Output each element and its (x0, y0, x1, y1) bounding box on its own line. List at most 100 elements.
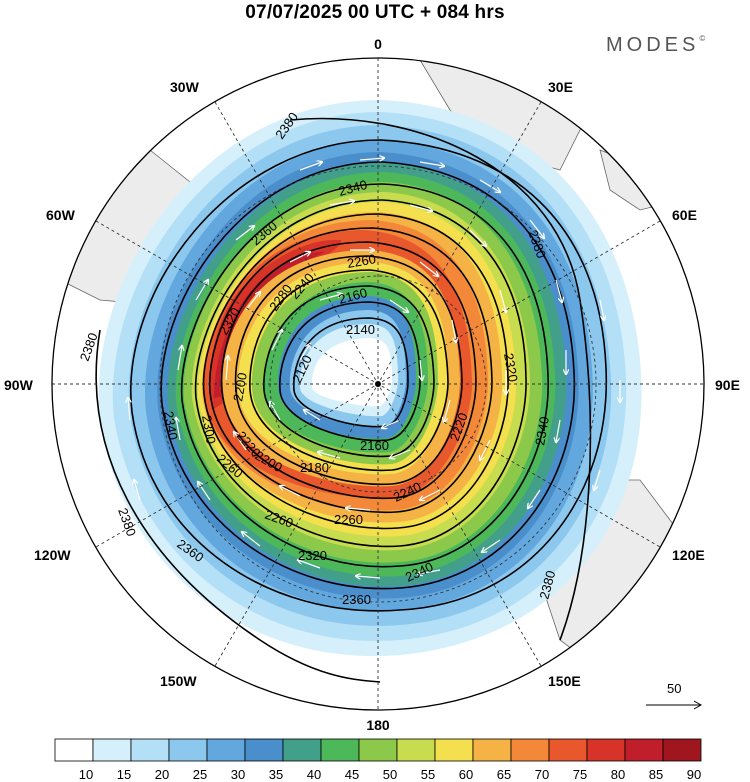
longitude-label-group: 0 30E 60E 90E 120E 150E 180 150W 120W 90… (4, 36, 740, 730)
wind-arrow (599, 299, 604, 320)
wind-arrow (226, 356, 228, 381)
contour-label: 2340 (161, 410, 181, 441)
colorbar-tick-label: 10 (79, 767, 93, 782)
contour-2360 (130, 139, 608, 612)
colorbar-tick-label: 40 (307, 767, 321, 782)
wind-arrow (451, 319, 456, 342)
wind-arrow (359, 158, 384, 160)
contour-2260 (208, 227, 493, 514)
colorbar-tick-label: 15 (117, 767, 131, 782)
wind-arrow (356, 576, 381, 578)
colorbar-swatch (320, 738, 360, 762)
wind-arrow (319, 294, 342, 301)
colorbar-swatches (54, 738, 702, 762)
lon-label-150e: 150E (548, 673, 581, 689)
wind-arrow (594, 469, 601, 490)
wind-arrow (299, 344, 310, 361)
wind-arrow (176, 418, 181, 441)
reference-vector-arrowhead (693, 700, 703, 710)
wind-arrow (480, 439, 491, 460)
colorbar-swatch (92, 738, 132, 762)
contour-2180 (263, 285, 435, 458)
colorbar-swatch (358, 738, 398, 762)
contour-label: 2160 (360, 438, 389, 453)
colorbar-swatch (662, 738, 702, 762)
wind-arrow (390, 449, 411, 458)
wind-arrow (469, 229, 486, 246)
lon-label-0: 0 (374, 36, 382, 52)
colorbar-tick-label: 45 (345, 767, 359, 782)
colorbar-swatch (168, 738, 208, 762)
wind-arrow (271, 330, 282, 351)
colorbar-swatch (130, 738, 170, 762)
colorbar-swatch (396, 738, 436, 762)
wind-arrow (346, 508, 371, 510)
wind-arrow (499, 289, 506, 312)
contour-label: 2340 (337, 177, 369, 199)
wind-arrow (556, 419, 561, 442)
contour-2160 (279, 301, 421, 442)
wind-arrow (318, 452, 341, 459)
reference-vector-label: 50 (667, 681, 681, 696)
lon-label-60w: 60W (46, 207, 76, 223)
contour-2240 (220, 241, 477, 500)
lon-label-150w: 150W (160, 673, 197, 689)
contour-label: 2320 (298, 548, 327, 563)
colorbar-tick-label: 65 (497, 767, 511, 782)
wind-arrow (134, 480, 141, 501)
wind-arrow (177, 346, 182, 371)
contour-label: 2360 (342, 592, 371, 607)
south-pole-marker (375, 381, 381, 387)
colorbar-tick-label: 90 (687, 767, 701, 782)
colorbar-tick-label: 20 (155, 767, 169, 782)
lon-label-30e: 30E (548, 79, 573, 95)
colorbar-tick-label: 85 (649, 767, 663, 782)
inner-core (311, 338, 392, 407)
wind-arrow (479, 179, 500, 192)
brand-mark: © (699, 34, 706, 43)
contour-2380-outer (95, 117, 592, 683)
contour-label: 2320 (501, 352, 521, 383)
brand-logo: MODES© (606, 34, 705, 57)
contour-2220 (234, 255, 463, 486)
colorbar-swatch (624, 738, 664, 762)
wind-arrow (419, 261, 438, 276)
colorbar-tick-label: 35 (269, 767, 283, 782)
colorbar-swatch (472, 738, 512, 762)
wind-arrow (299, 162, 322, 171)
contour-label: 2340 (532, 415, 552, 446)
colorbar-tick-label: 25 (193, 767, 207, 782)
wind-arrow (329, 201, 354, 206)
map-boundary (51, 57, 705, 711)
contour-2140 (293, 317, 409, 428)
wind-arrow (234, 432, 247, 451)
brand-name: MODES (606, 34, 700, 56)
contour-2320 (180, 183, 549, 568)
contour-2280 (202, 213, 509, 530)
contour-2200 (249, 269, 449, 472)
colorbar: 10 15 20 25 30 35 40 45 50 55 60 65 70 75 80 85 90 (54, 738, 702, 782)
lon-label-60e: 60E (672, 207, 697, 223)
colorbar-tick-label: 30 (231, 767, 245, 782)
colorbar-swatch (54, 738, 94, 762)
contour-label: 2260 (334, 512, 363, 527)
wind-arrow (280, 486, 301, 497)
wind-arrow (420, 359, 422, 380)
colorbar-swatch (586, 738, 626, 762)
colorbar-ticks: 10 15 20 25 30 35 40 45 50 55 60 65 70 75 80 85 90 (79, 767, 701, 782)
colorbar-swatch (244, 738, 284, 762)
contour-2340 (160, 161, 576, 590)
lon-label-180: 180 (366, 717, 390, 730)
polar-map: 2380 2380 2380 2380 2380 2360 2360 2360 … (4, 36, 740, 730)
wind-arrow (198, 482, 211, 501)
contour-label: 2140 (346, 322, 375, 337)
wind-arrow (242, 532, 261, 547)
colorbar-tick-label: 70 (535, 767, 549, 782)
wind-arrow (419, 161, 444, 166)
wind-arrow (555, 279, 562, 302)
contour-label: 2300 (199, 414, 219, 445)
chart-title: 07/07/2025 00 UTC + 084 hrs (245, 2, 505, 23)
colorbar-swatch (282, 738, 322, 762)
contour-label: 2200 (230, 371, 250, 402)
wind-arrow (482, 539, 501, 552)
